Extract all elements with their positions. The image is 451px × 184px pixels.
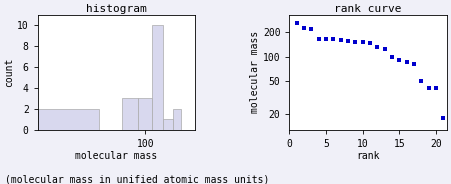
- Y-axis label: count: count: [4, 58, 14, 87]
- X-axis label: rank: rank: [356, 151, 380, 161]
- Bar: [38, 109, 99, 130]
- Title: histogram: histogram: [86, 4, 147, 14]
- Bar: [173, 109, 181, 130]
- Bar: [152, 25, 163, 130]
- X-axis label: molecular mass: molecular mass: [75, 151, 157, 161]
- Bar: [122, 98, 138, 130]
- Bar: [163, 119, 173, 130]
- Text: (molecular mass in unified atomic mass units): (molecular mass in unified atomic mass u…: [5, 174, 269, 184]
- Title: rank curve: rank curve: [334, 4, 402, 14]
- Y-axis label: molecular mass: molecular mass: [250, 31, 260, 113]
- Bar: [138, 98, 152, 130]
